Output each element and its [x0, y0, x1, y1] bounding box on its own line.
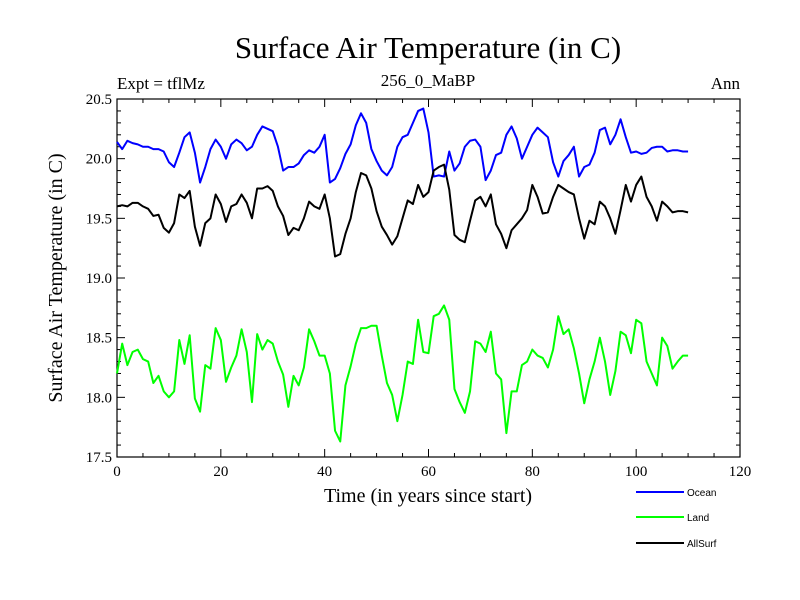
x-axis-ticks: 0 20 40 60 80 100 120: [113, 99, 751, 480]
y-tick-label: 17.5: [86, 450, 112, 466]
y-tick-label: 18.5: [86, 331, 112, 347]
y-tick-label: 18.0: [86, 390, 112, 406]
y-tick-label: 20.0: [86, 152, 112, 168]
legend-label-land: Land: [687, 513, 709, 524]
x-tick-label: 20: [213, 464, 228, 480]
y-axis-ticks: 17.5 18.0 18.5 19.0 19.5 20.0 20.5: [86, 92, 740, 466]
x-tick-label: 40: [317, 464, 332, 480]
x-tick-label: 0: [113, 464, 121, 480]
series-line-allsurf: [116, 163, 689, 258]
y-tick-label: 20.5: [86, 92, 112, 108]
x-tick-label: 120: [729, 464, 752, 480]
y-tick-label: 19.0: [86, 271, 112, 287]
y-axis-label: Surface Air Temperature (in C): [45, 153, 67, 402]
season-label: Ann: [711, 74, 741, 93]
series-line-land: [116, 304, 689, 443]
x-tick-label: 60: [421, 464, 436, 480]
x-axis-label: Time (in years since start): [324, 485, 532, 507]
series-lines: [116, 107, 689, 443]
x-tick-label: 80: [525, 464, 540, 480]
experiment-label: Expt = tflMz: [117, 74, 205, 93]
y-tick-label: 19.5: [86, 211, 112, 227]
chart-title: Surface Air Temperature (in C): [235, 30, 621, 65]
chart-subtitle: 256_0_MaBP: [381, 71, 475, 90]
legend-label-allsurf: AllSurf: [687, 539, 717, 550]
series-line-ocean: [116, 107, 689, 184]
legend-label-ocean: Ocean: [687, 488, 716, 499]
legend: Ocean Land AllSurf: [636, 488, 717, 550]
x-tick-label: 100: [625, 464, 648, 480]
